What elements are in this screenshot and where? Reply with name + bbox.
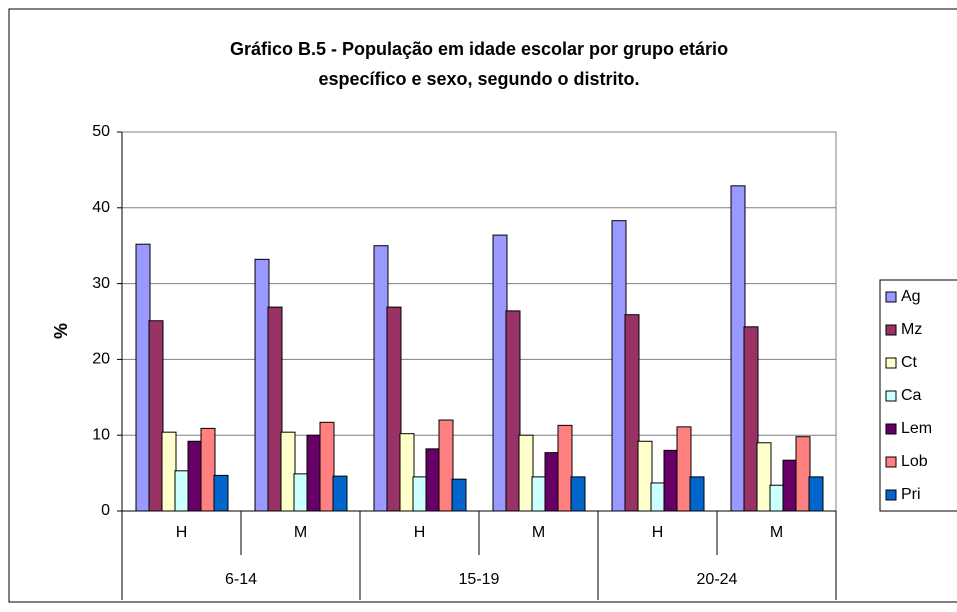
- y-tick-label: 0: [101, 502, 110, 519]
- legend-swatch: [885, 423, 897, 435]
- x-tick-label: H: [176, 524, 188, 541]
- bar: [135, 243, 151, 512]
- legend-swatch: [885, 489, 897, 501]
- chart-border: [8, 8, 957, 603]
- x-tick-label: M: [294, 524, 307, 541]
- legend-label: Lem: [901, 420, 932, 437]
- bar: [293, 473, 309, 512]
- bar: [808, 476, 824, 512]
- bar: [425, 448, 441, 512]
- y-tick-label: 10: [92, 426, 110, 443]
- bar: [637, 440, 653, 512]
- bar: [280, 431, 296, 512]
- bar: [161, 431, 177, 512]
- bar: [756, 442, 772, 512]
- y-tick-label: 30: [92, 275, 110, 292]
- legend-swatch: [885, 324, 897, 336]
- chart-title: Gráfico B.5 - População em idade escolar…: [230, 39, 728, 59]
- x-group-label: 15-19: [459, 571, 500, 588]
- bar: [399, 433, 415, 512]
- bar: [557, 424, 573, 512]
- bar: [624, 314, 640, 512]
- bar: [438, 419, 454, 512]
- legend-swatch: [885, 357, 897, 369]
- bar: [531, 476, 547, 512]
- bar: [148, 320, 164, 512]
- legend-swatch: [885, 390, 897, 402]
- bar: [319, 421, 335, 512]
- bar: [505, 310, 521, 512]
- bar: [795, 436, 811, 512]
- y-tick-label: 50: [92, 123, 110, 140]
- bar: [174, 470, 190, 512]
- x-group-label: 6-14: [225, 571, 257, 588]
- bar: [451, 478, 467, 512]
- x-group-label: 20-24: [697, 571, 738, 588]
- legend-label: Ag: [901, 288, 921, 305]
- bar: [769, 484, 785, 512]
- x-tick-label: H: [652, 524, 664, 541]
- bar: [570, 476, 586, 512]
- legend-label: Mz: [901, 321, 922, 338]
- y-tick-label: 40: [92, 199, 110, 216]
- bar: [492, 234, 508, 512]
- bar: [743, 326, 759, 512]
- bar: [332, 475, 348, 512]
- x-tick-label: M: [770, 524, 783, 541]
- y-tick-label: 20: [92, 351, 110, 368]
- legend-swatch: [885, 291, 897, 303]
- bar: [730, 185, 746, 512]
- chart-subtitle: específico e sexo, segundo o distrito.: [318, 69, 639, 89]
- bar: [782, 459, 798, 512]
- bar: [254, 258, 270, 512]
- bar: [386, 306, 402, 512]
- bar: [412, 476, 428, 512]
- bar: [187, 440, 203, 512]
- bar: [213, 474, 229, 512]
- legend-swatch: [885, 456, 897, 468]
- bar: [676, 426, 692, 512]
- bar: [663, 449, 679, 512]
- bar: [518, 434, 534, 512]
- legend-label: Lob: [901, 453, 928, 470]
- legend-label: Ca: [901, 387, 922, 404]
- x-tick-label: M: [532, 524, 545, 541]
- bar: [373, 245, 389, 512]
- bar: [611, 220, 627, 512]
- bar: [306, 434, 322, 512]
- bar: [544, 452, 560, 512]
- x-tick-label: H: [414, 524, 426, 541]
- bar: [200, 427, 216, 512]
- y-axis-label: %: [51, 323, 71, 339]
- bar: [650, 482, 666, 512]
- bar: [689, 476, 705, 512]
- bar: [267, 306, 283, 512]
- legend-label: Ct: [901, 354, 918, 371]
- legend-label: Pri: [901, 486, 921, 503]
